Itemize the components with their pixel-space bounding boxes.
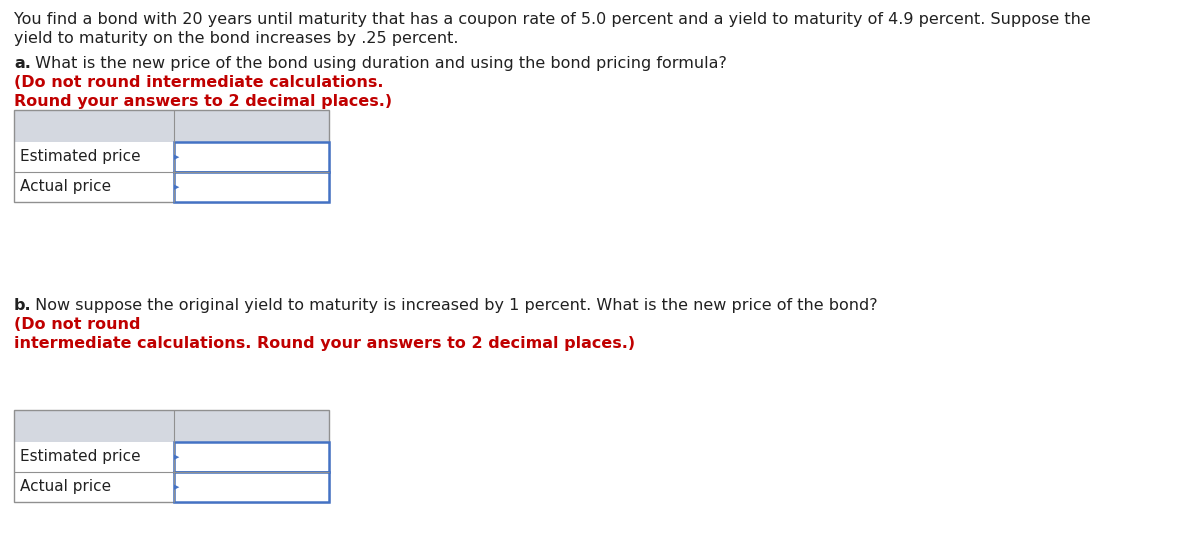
Text: Round your answers to 2 decimal places.): Round your answers to 2 decimal places.) <box>14 94 392 109</box>
Text: ▶: ▶ <box>174 184 179 190</box>
Text: ▶: ▶ <box>174 484 179 490</box>
Text: (Do not round: (Do not round <box>14 317 140 332</box>
Text: yield to maturity on the bond increases by .25 percent.: yield to maturity on the bond increases … <box>14 31 458 46</box>
Text: a.: a. <box>14 56 31 71</box>
Text: Actual price: Actual price <box>20 478 112 494</box>
Text: intermediate calculations. Round your answers to 2 decimal places.): intermediate calculations. Round your an… <box>14 336 635 351</box>
Text: You find a bond with 20 years until maturity that has a coupon rate of 5.0 perce: You find a bond with 20 years until matu… <box>14 12 1091 27</box>
Text: ▶: ▶ <box>174 154 179 160</box>
Text: ▶: ▶ <box>174 454 179 460</box>
Text: (Do not round intermediate calculations.: (Do not round intermediate calculations. <box>14 75 384 90</box>
Text: b.: b. <box>14 298 31 313</box>
Text: Now suppose the original yield to maturity is increased by 1 percent. What is th: Now suppose the original yield to maturi… <box>30 298 883 313</box>
Text: Actual price: Actual price <box>20 178 112 193</box>
Text: Estimated price: Estimated price <box>20 448 140 463</box>
Text: What is the new price of the bond using duration and using the bond pricing form: What is the new price of the bond using … <box>30 56 732 71</box>
Text: Estimated price: Estimated price <box>20 149 140 164</box>
